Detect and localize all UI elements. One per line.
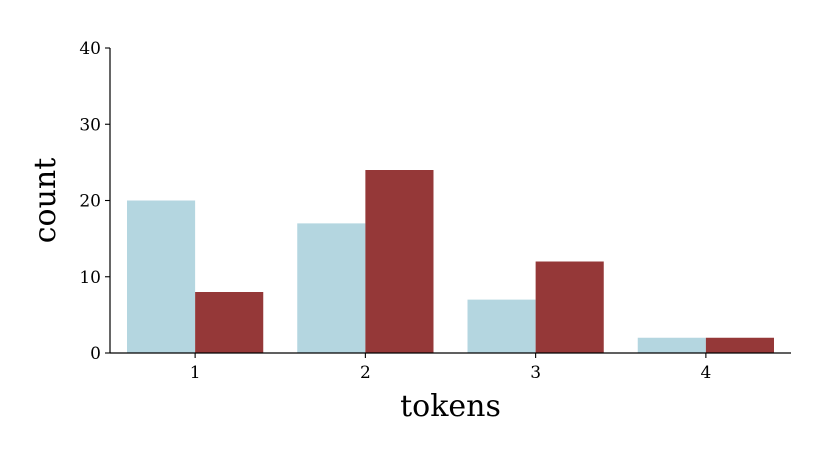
bar-series2-2: [365, 170, 434, 353]
x-tick-label: 1: [190, 363, 201, 383]
x-tick-label: 4: [700, 363, 711, 383]
y-axis-title: count: [28, 158, 63, 244]
y-tick-label: 30: [79, 115, 101, 135]
x-tick-label: 2: [360, 363, 371, 383]
x-tick-label: 3: [530, 363, 541, 383]
y-tick-label: 40: [79, 39, 101, 59]
y-ticks-layer: 0 10 20 30 40: [79, 39, 110, 364]
x-ticks-layer: 1 2 3 4: [190, 353, 711, 383]
y-tick-label: 0: [90, 344, 101, 364]
bars-layer: [127, 170, 774, 353]
bar-series1-4: [637, 337, 706, 353]
bar-series1-1: [127, 200, 196, 353]
x-axis-title: tokens: [400, 389, 501, 424]
y-tick-label: 20: [79, 192, 101, 212]
bar-series1-3: [467, 299, 536, 353]
bar-series1-2: [297, 223, 366, 353]
y-tick-label: 10: [79, 268, 101, 288]
bar-series2-1: [195, 292, 264, 353]
bar-series2-4: [705, 337, 774, 353]
bar-series2-3: [535, 261, 604, 353]
